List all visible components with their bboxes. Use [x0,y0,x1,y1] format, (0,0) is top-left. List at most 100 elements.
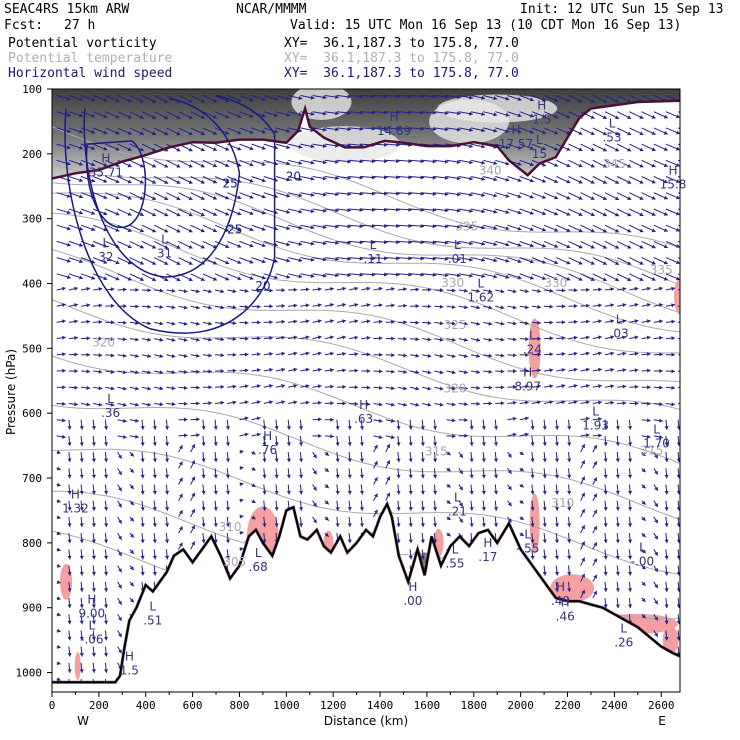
wind-vector-head [152,555,157,560]
wind-vector-head [427,304,432,309]
wind-vector-head [446,467,451,472]
wind-vector-head [335,442,340,446]
wind-vector-head [330,351,334,356]
wind-vector-head [183,321,188,326]
wind-vector-head [651,196,656,200]
wind-vector-head [318,417,322,422]
wind-vector-head [517,161,522,166]
wind-vector-head [420,240,425,245]
wind-vector-head [444,208,449,213]
wind-vector-head [164,196,169,200]
wind-vector-head [152,99,156,103]
wind-vector-head [152,147,156,152]
wind-vector-head [322,208,327,213]
y-tick-label: 300 [22,213,42,226]
wind-vector-head [519,451,524,455]
x-tick-label: 1200 [320,699,347,712]
wind-vector-head [444,94,449,99]
wind-vector-head [627,212,632,217]
wind-vector-head [347,442,352,446]
theta-contour-label: 320 [92,335,115,349]
wind-vector-head [269,336,273,341]
wind-vector-head [627,196,632,200]
wind-vector-head [196,353,200,358]
wind-vector-head [396,474,401,479]
wind-vector-head [593,526,597,530]
wind-vector-head [322,241,327,246]
wind-vector-head [67,620,72,625]
wind-vector-head [200,277,205,281]
pv-extremum-value: .21 [448,505,467,519]
wind-vector-head [79,442,84,446]
wind-vector-head [159,288,164,293]
wind-vector-head [688,195,692,199]
wind-vector-head [347,523,352,527]
wind-vector-head [378,402,383,407]
wind-vector-head [140,555,145,560]
wind-vector-head [567,474,572,479]
wind-vector-head [651,212,656,216]
wind-vector-head [354,401,359,406]
wind-vector-head [420,507,425,511]
wind-vector-head [196,337,200,342]
wind-vector-head [586,303,590,308]
wind-vector-head [593,445,597,449]
wind-vector-head [273,275,278,280]
wind-vector-head [232,321,237,326]
wind-vector-head [196,385,200,390]
wind-vector-head [676,227,680,232]
wind-vector-head [542,178,546,183]
wind-vector-head [676,474,680,479]
wind-vector-head [671,286,675,291]
wind-vector-head [286,145,290,150]
wind-vector-head [554,227,559,232]
terrain-line [52,501,680,684]
wind-vector-head [390,402,395,407]
wind-vector-head [456,95,461,100]
wind-vector-head [659,352,663,357]
wind-vector-head [525,337,529,342]
wind-vector-head [147,386,151,391]
wind-vector-head [269,351,273,356]
wind-vector-head [408,272,412,277]
wind-vector-head [464,417,468,422]
wind-vector-head [676,276,680,281]
wind-vector-head [188,180,193,184]
wind-vector-head [239,498,244,503]
wind-vector-head [663,260,668,265]
wind-vector-head [651,147,656,152]
plot-frame [51,88,681,693]
wind-vector-head [602,99,607,103]
wind-vector-head [554,276,559,281]
wind-vector-head [622,384,627,389]
wind-vector-head [684,370,688,374]
wind-vector-head [566,212,571,216]
x-tick-label: 1600 [414,699,441,712]
wind-vector-head [500,369,505,374]
wind-vector-head [415,320,420,325]
wind-vector-head [201,426,206,430]
wind-vector-head [322,273,327,278]
wind-vector-head [444,111,449,116]
wind-vector-head [598,335,602,340]
wind-vector-head [378,336,383,341]
wind-vector-head [104,458,109,463]
wind-vector-head [225,426,230,430]
wind-vector-head [118,568,122,573]
x-tick-label: 200 [89,699,109,712]
wind-vector-head [567,588,572,592]
wind-vector-head [493,225,498,230]
wind-vector-head [281,335,285,340]
wind-vector-head [459,518,463,523]
wind-vector-head [176,228,181,233]
wind-vector-head [542,474,547,479]
wind-vector-head [152,442,157,446]
wind-vector-head [91,669,96,673]
wind-vector-head [310,225,315,230]
wind-vector-head [554,426,559,430]
wind-vector-head [208,369,212,374]
wind-vector-head [56,644,61,649]
wind-vector-head [191,541,195,546]
wind-vector-head [525,321,529,326]
wind-vector-head [269,288,273,293]
